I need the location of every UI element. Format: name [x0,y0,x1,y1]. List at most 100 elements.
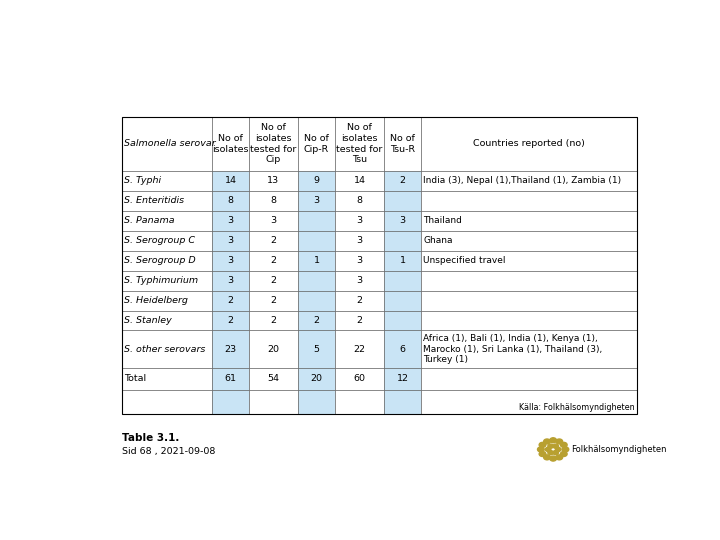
Bar [384,191,421,211]
Bar [335,271,384,291]
Bar [298,368,335,389]
Bar [335,251,384,271]
Text: Salmonella serovar: Salmonella serovar [124,139,216,148]
Text: 2: 2 [271,256,276,265]
Bar [122,231,212,251]
Text: 12: 12 [397,374,408,383]
Circle shape [538,447,544,452]
Bar [421,171,636,191]
Text: Folkhälsomyndigheten: Folkhälsomyndigheten [571,445,667,454]
Text: S. other serovars: S. other serovars [124,345,205,354]
Circle shape [562,447,569,452]
Bar [335,191,384,211]
Text: 3: 3 [228,276,233,285]
Bar [212,117,249,171]
Text: 61: 61 [225,374,236,383]
Text: 60: 60 [354,374,366,383]
Bar [249,291,298,310]
Text: 5: 5 [313,345,320,354]
Text: 3: 3 [271,216,276,225]
Text: 8: 8 [271,196,276,205]
Circle shape [550,456,557,461]
Text: 3: 3 [228,236,233,245]
Circle shape [556,455,562,460]
Text: 14: 14 [225,176,236,185]
Text: Countries reported (no): Countries reported (no) [473,139,585,148]
Bar [384,117,421,171]
Text: 54: 54 [268,374,279,383]
Bar [421,330,636,368]
Text: Africa (1), Bali (1), India (1), Kenya (1),
Marocko (1), Sri Lanka (1), Thailand: Africa (1), Bali (1), India (1), Kenya (… [423,334,603,364]
Text: S. Enteritidis: S. Enteritidis [124,196,184,205]
Bar [421,231,636,251]
Bar [421,211,636,231]
Bar [249,251,298,271]
Circle shape [560,442,567,447]
Text: No of
isolates
tested for
Cip: No of isolates tested for Cip [251,123,297,164]
Bar [122,117,212,171]
Bar [249,231,298,251]
Bar [249,211,298,231]
Text: 2: 2 [400,176,405,185]
Text: No of
isolates: No of isolates [212,134,248,154]
Text: S. Serogroup C: S. Serogroup C [124,236,195,245]
Text: S. Stanley: S. Stanley [124,316,172,325]
Text: Ghana: Ghana [423,236,453,245]
Text: 3: 3 [228,216,233,225]
Text: 2: 2 [271,316,276,325]
Text: 8: 8 [228,196,233,205]
Bar [335,368,384,389]
Bar [249,310,298,330]
Bar [335,291,384,310]
Bar [384,368,421,389]
Bar [122,310,212,330]
Bar [384,330,421,368]
Bar [421,271,636,291]
Bar [298,171,335,191]
Bar [212,389,249,415]
Bar [122,368,212,389]
Bar [298,211,335,231]
Bar [212,310,249,330]
Bar [122,291,212,310]
Circle shape [545,447,551,451]
Text: 2: 2 [271,276,276,285]
Text: No of
isolates
tested for
Tsu: No of isolates tested for Tsu [336,123,383,164]
Bar [122,330,212,368]
Text: 2: 2 [313,316,320,325]
Text: No of
Tsu-R: No of Tsu-R [390,134,415,154]
Text: Thailand: Thailand [423,216,462,225]
Circle shape [556,439,562,444]
Bar [421,389,636,415]
Bar [421,251,636,271]
Bar [298,291,335,310]
Bar [384,271,421,291]
Bar [421,117,636,171]
Bar [122,171,212,191]
Circle shape [539,451,546,456]
Bar [384,310,421,330]
Bar [212,231,249,251]
Bar [384,211,421,231]
Text: 2: 2 [271,296,276,305]
Bar [212,211,249,231]
Bar [298,231,335,251]
Bar [335,330,384,368]
Text: Källa: Folkhälsomyndigheten: Källa: Folkhälsomyndigheten [519,403,634,411]
Text: 3: 3 [356,256,363,265]
Bar [122,211,212,231]
Bar [421,310,636,330]
Bar [249,271,298,291]
Bar [335,231,384,251]
Bar [212,171,249,191]
Bar [249,389,298,415]
Text: 13: 13 [267,176,279,185]
Text: 8: 8 [356,196,362,205]
Bar [335,117,384,171]
Text: 6: 6 [400,345,405,354]
Circle shape [553,444,559,448]
Text: 1: 1 [400,256,405,265]
Text: 3: 3 [356,236,363,245]
Circle shape [560,451,567,456]
Text: 2: 2 [356,296,362,305]
